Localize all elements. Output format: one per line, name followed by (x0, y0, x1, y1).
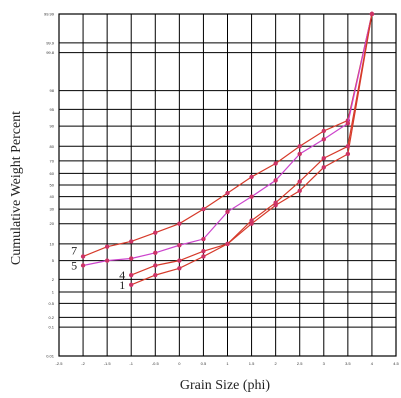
y-tick-label: 98 (50, 88, 55, 93)
data-point (153, 250, 158, 256)
x-tick-label: 1 (226, 361, 229, 366)
data-point (249, 221, 254, 226)
data-point (153, 230, 158, 235)
data-point (345, 121, 351, 126)
x-tick-label: 4.5 (393, 361, 399, 366)
data-point (297, 151, 302, 157)
data-point (104, 244, 110, 249)
data-point (225, 190, 230, 196)
y-tick-label: 0.2 (48, 315, 54, 320)
x-tick-label: -2 (81, 361, 85, 366)
data-point (177, 266, 182, 271)
series-label: 5 (71, 258, 77, 272)
y-tick-label: 0.01 (46, 354, 55, 359)
data-point (345, 151, 351, 157)
y-tick-label: 95 (50, 107, 55, 112)
y-tick-label: 1 (52, 289, 55, 294)
x-tick-label: 0 (178, 361, 181, 366)
y-tick-label: 0.1 (48, 325, 54, 330)
data-point (369, 11, 375, 17)
data-point (80, 254, 86, 259)
y-tick-label: 80 (50, 144, 55, 149)
y-tick-label: 60 (50, 171, 55, 176)
data-point (321, 165, 326, 170)
data-point (129, 256, 134, 261)
data-point (177, 221, 182, 226)
x-tick-label: -0.5 (152, 361, 160, 366)
data-point (273, 200, 278, 205)
data-point (345, 144, 351, 149)
data-point (249, 218, 254, 223)
data-point (201, 248, 206, 254)
data-point (129, 239, 134, 244)
plot-frame (58, 13, 397, 357)
series-label: 7 (71, 243, 77, 257)
x-tick-label: 2.5 (297, 361, 303, 366)
data-point (321, 128, 326, 134)
data-point (297, 144, 302, 149)
y-tick-label: 20 (50, 221, 55, 226)
y-tick-label: 10 (50, 241, 55, 246)
data-point (153, 263, 158, 268)
y-tick-label: 40 (50, 194, 55, 199)
data-point (321, 137, 326, 142)
data-point (297, 179, 302, 184)
x-axis-title: Grain Size (phi) (180, 378, 271, 393)
y-tick-label: 2 (52, 277, 55, 282)
x-tick-label: -1.5 (104, 361, 112, 366)
x-tick-label: 1.5 (249, 361, 255, 366)
y-tick-label: 99.9 (46, 40, 55, 45)
data-point (177, 258, 182, 263)
data-point (201, 236, 206, 242)
y-axis-title: Cumulative Weight Percent (9, 111, 24, 265)
x-tick-label: -2.5 (56, 361, 64, 366)
series-label: 1 (119, 278, 125, 292)
x-tick-label: 4 (371, 361, 374, 366)
data-point (129, 272, 134, 278)
data-point (153, 272, 158, 278)
data-point (104, 258, 110, 263)
y-tick-label: 99.8 (46, 50, 55, 55)
series-label: 4 (119, 268, 125, 282)
data-point (321, 156, 326, 161)
data-point (297, 188, 302, 193)
data-point (225, 241, 230, 247)
x-tick-label: 3 (323, 361, 326, 366)
data-point (80, 263, 86, 268)
data-point (129, 282, 134, 287)
y-tick-label: 0.5 (48, 301, 54, 306)
data-point (201, 206, 206, 212)
series-labels: 75 41 (71, 243, 125, 291)
grid (58, 13, 397, 357)
x-tick-label: 2 (275, 361, 278, 366)
data-point (225, 209, 230, 214)
data-point (249, 174, 254, 180)
y-tick-label: 30 (50, 207, 55, 212)
y-tick-label: 70 (50, 158, 55, 163)
x-tick-label: 3.5 (345, 361, 351, 366)
x-tick-label: -1 (129, 361, 133, 366)
tick-labels: -2.5 -2 -1.5 -1 -0.5 0 0.5 1 1.5 2 2.5 3 3.5 4 4.5 0.01… (44, 12, 400, 367)
x-tick-label: 0.5 (201, 361, 207, 366)
data-point (249, 194, 254, 199)
data-point (273, 178, 278, 183)
data-point (177, 243, 182, 248)
y-tick-label: 90 (50, 124, 55, 129)
y-tick-label: 50 (50, 183, 55, 188)
data-point (201, 254, 206, 259)
y-tick-label: 99.99 (44, 12, 55, 17)
series-layer (80, 11, 375, 287)
y-tick-label: 5 (52, 258, 55, 263)
data-point (273, 161, 278, 166)
